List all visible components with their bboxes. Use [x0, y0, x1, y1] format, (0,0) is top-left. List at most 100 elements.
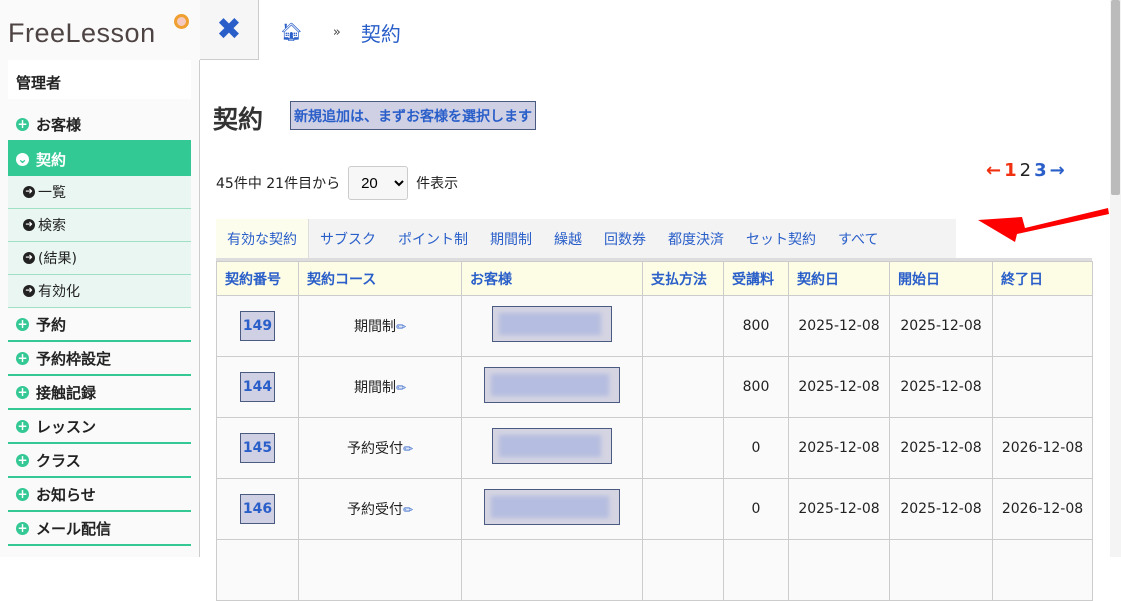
sidebar-item-label: お知らせ [36, 485, 96, 504]
fee: 800 [723, 295, 789, 357]
sort-link[interactable]: お客様 [470, 271, 512, 288]
tab[interactable]: 有効な契約 [216, 219, 309, 258]
tab[interactable]: すべて [838, 232, 879, 248]
close-menu-button[interactable]: ✖ [200, 0, 259, 60]
column-header[interactable]: 終了日 [992, 261, 1093, 296]
sidebar-menu: + お客様 ⌄ 契約 ➜ 一覧 ➜ 検索 ➜ (結果) ➜ 有効化 + 予約 + 予約枠設定 + 接触記録 + レッス… [8, 108, 191, 546]
end-date: 2026-12-08 [992, 478, 1093, 540]
contract-date: 2025-12-08 [788, 417, 890, 479]
sidebar-item[interactable]: + クラス [8, 444, 191, 478]
sidebar: FreeLesson 管理者 + お客様 ⌄ 契約 ➜ 一覧 ➜ 検索 ➜ (結果) ➜ 有効化 + 予約… [0, 0, 200, 557]
column-header[interactable]: 受講料 [723, 261, 789, 296]
per-page-select[interactable]: 20 [348, 166, 409, 200]
divider [199, 60, 200, 557]
sort-link[interactable]: 契約番号 [225, 271, 281, 288]
prev-page[interactable]: ← [986, 160, 1002, 181]
home-icon[interactable]: 🏠︎ [280, 22, 303, 43]
tab[interactable]: 回数券 [604, 232, 646, 248]
sidebar-subitem[interactable]: ➜ 一覧 [8, 176, 191, 209]
pencil-icon[interactable]: ✏ [395, 381, 407, 395]
contract-date: 2025-12-08 [788, 356, 890, 418]
arrow-right-circle-icon: ➜ [23, 252, 35, 264]
column-header[interactable]: 契約日 [788, 261, 890, 296]
new-contract-button[interactable]: 新規追加は、まずお客様を選択します [290, 101, 536, 130]
plus-circle-icon: + [16, 316, 29, 331]
sort-link[interactable]: 終了日 [1001, 271, 1043, 288]
next-page[interactable]: → [1049, 160, 1065, 181]
tab[interactable]: ポイント制 [398, 232, 468, 248]
sidebar-subitem-label: (結果) [38, 251, 77, 267]
sidebar-item[interactable]: + メール配信 [8, 512, 191, 546]
annotation-arrow-icon [978, 208, 1109, 242]
pencil-icon[interactable]: ✏ [395, 320, 407, 334]
customer-redacted[interactable] [484, 367, 620, 403]
contracts-table: 契約番号 契約コース お客様 支払方法 受講料 契約日 開始日 終了日 149 期間制✏ 80… [216, 261, 1093, 601]
sidebar-item[interactable]: ⌄ 契約 [8, 142, 191, 176]
page-1[interactable]: 1 [1004, 160, 1017, 181]
contract-number-link[interactable]: 146 [239, 494, 276, 524]
contract-number-link[interactable]: 149 [239, 311, 276, 341]
sort-link[interactable]: 契約日 [797, 271, 839, 288]
count-suffix: 件表示 [416, 176, 459, 192]
sidebar-item[interactable]: + 予約枠設定 [8, 342, 191, 376]
sidebar-subitem[interactable]: ➜ (結果) [8, 242, 191, 275]
tab[interactable]: 都度決済 [668, 232, 724, 248]
course: 予約受付 [346, 502, 403, 518]
pencil-icon[interactable]: ✏ [402, 503, 414, 517]
tab[interactable]: セット契約 [746, 232, 816, 248]
sidebar-item-label: お客様 [36, 115, 82, 134]
fee: 0 [723, 478, 789, 540]
table-row: 146 予約受付✏ 0 2025-12-08 2025-12-08 2026-1… [216, 478, 1093, 540]
page-3[interactable]: 3 [1034, 160, 1047, 181]
chevron-down-circle-icon: ⌄ [16, 151, 29, 166]
sort-link[interactable]: 契約コース [307, 271, 377, 288]
contract-number-link[interactable]: 145 [239, 433, 276, 463]
sidebar-subitem[interactable]: ➜ 有効化 [8, 275, 191, 308]
arrow-right-circle-icon: ➜ [23, 285, 35, 297]
end-date [992, 356, 1093, 418]
sidebar-item-label: 契約 [36, 150, 67, 169]
logo-mark-icon [174, 14, 189, 29]
contract-date: 2025-12-08 [788, 295, 890, 357]
tab[interactable]: 繰越 [554, 232, 582, 248]
divider [216, 258, 1092, 261]
sidebar-item[interactable]: + お客様 [8, 108, 191, 142]
column-header[interactable]: 契約コース [298, 261, 462, 296]
customer-redacted[interactable] [492, 306, 612, 342]
page-title: 契約 [213, 105, 264, 134]
column-header[interactable]: 支払方法 [642, 261, 724, 296]
contract-number-link[interactable]: 144 [239, 372, 276, 402]
column-header[interactable]: 契約番号 [216, 261, 299, 296]
start-date: 2025-12-08 [889, 478, 993, 540]
payment-method [642, 417, 724, 479]
sidebar-subitem-label: 一覧 [38, 185, 66, 201]
plus-circle-icon: + [16, 486, 29, 501]
sidebar-item[interactable]: + レッスン [8, 410, 191, 444]
payment-method [642, 295, 724, 357]
sidebar-item[interactable]: + 接触記録 [8, 376, 191, 410]
sidebar-item-label: 予約枠設定 [36, 349, 112, 368]
customer-redacted[interactable] [492, 428, 612, 464]
sort-link[interactable]: 開始日 [898, 271, 940, 288]
scrollbar-thumb[interactable] [1111, 0, 1120, 195]
customer-redacted[interactable] [484, 489, 620, 525]
breadcrumb-current[interactable]: 契約 [360, 22, 401, 46]
column-header[interactable]: お客様 [461, 261, 643, 296]
course: 期間制 [353, 319, 396, 335]
sidebar-subitem[interactable]: ➜ 検索 [8, 209, 191, 242]
arrow-right-circle-icon: ➜ [23, 186, 35, 198]
sort-link[interactable]: 支払方法 [651, 271, 707, 288]
sort-link[interactable]: 受講料 [732, 271, 774, 288]
sidebar-item[interactable]: + 予約 [8, 308, 191, 342]
tab[interactable]: サブスク [320, 232, 376, 248]
column-header[interactable]: 開始日 [889, 261, 993, 296]
table-row [216, 539, 1093, 601]
pencil-icon[interactable]: ✏ [402, 442, 414, 456]
course: 期間制 [353, 380, 396, 396]
payment-method [642, 356, 724, 418]
fee: 800 [723, 356, 789, 418]
scrollbar[interactable] [1110, 0, 1121, 557]
tab[interactable]: 期間制 [490, 232, 532, 248]
sidebar-item[interactable]: + お知らせ [8, 478, 191, 512]
start-date: 2025-12-08 [889, 295, 993, 357]
